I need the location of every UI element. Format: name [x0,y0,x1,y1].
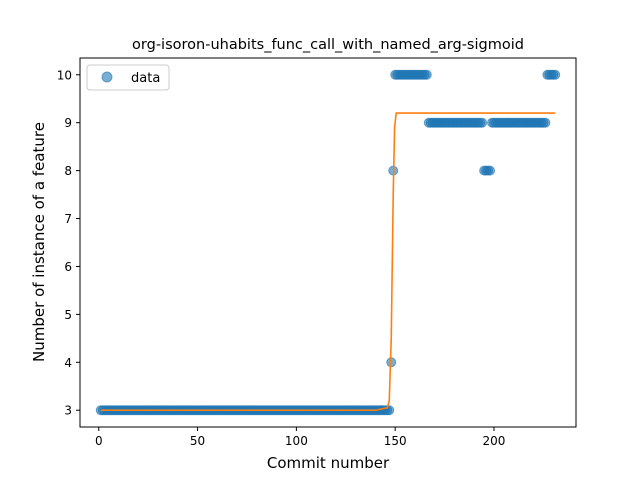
data-point [421,69,432,80]
data-point [550,69,561,80]
x-tick-label: 0 [95,434,103,448]
y-axis-label: Number of instance of a feature [30,122,48,362]
sigmoid-fit-line [100,112,556,412]
plot-frame [79,57,577,428]
y-tick-label: 5 [64,308,72,322]
legend-label: data [131,71,160,86]
data-point [477,117,488,128]
y-tick-label: 7 [64,212,72,226]
chart-title: org-isoron-uhabits_func_call_with_named_… [132,37,524,53]
y-tick-label: 6 [64,260,72,274]
x-tick-label: 200 [483,434,506,448]
data-point [540,117,551,128]
legend-marker [101,71,113,83]
y-tick-label: 10 [57,68,72,82]
data-point [384,405,395,416]
x-tick-label: 150 [384,434,407,448]
y-tick-label: 8 [64,164,72,178]
y-tick-label: 9 [64,116,72,130]
x-tick-label: 100 [285,434,308,448]
y-tick-label: 3 [64,404,72,418]
legend-box [86,64,170,91]
x-tick-label: 50 [190,434,205,448]
data-point [485,165,496,176]
legend: data [86,64,170,91]
x-axis-label: Commit number [267,454,390,472]
x-axis: 0 50 100 150 200 [95,427,505,448]
y-tick-label: 4 [64,356,72,370]
y-axis: 3 4 5 6 7 8 9 10 [57,68,80,418]
